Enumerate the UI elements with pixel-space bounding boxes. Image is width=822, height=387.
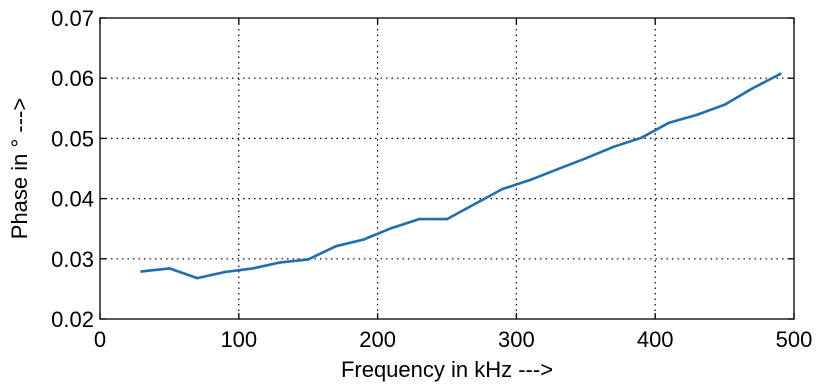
data-point xyxy=(334,244,338,248)
data-point xyxy=(417,217,421,221)
y-tick-label: 0.02 xyxy=(51,307,94,332)
y-tick-label: 0.05 xyxy=(51,126,94,151)
y-tick-labels: 0.02 0.03 0.04 0.05 0.06 0.07 xyxy=(51,6,94,332)
data-point xyxy=(584,156,588,160)
data-point xyxy=(306,258,310,261)
data-point xyxy=(279,261,282,264)
data-point xyxy=(640,136,643,140)
y-tick-label: 0.06 xyxy=(51,66,94,91)
data-point xyxy=(223,270,227,274)
y-tick-label: 0.03 xyxy=(51,247,94,272)
data-point xyxy=(390,226,393,230)
x-tick-label: 200 xyxy=(359,327,396,352)
y-tick-label: 0.07 xyxy=(51,6,94,31)
data-point xyxy=(612,145,615,149)
data-point xyxy=(140,270,143,273)
data-point xyxy=(251,267,254,270)
data-point xyxy=(445,217,449,221)
y-axis-label: Phase in ° ---> xyxy=(7,98,32,239)
y-tick-label: 0.04 xyxy=(51,187,94,212)
data-point xyxy=(528,178,532,182)
x-tick-label: 400 xyxy=(637,327,674,352)
data-point xyxy=(195,276,199,280)
data-point xyxy=(778,72,782,76)
data-point xyxy=(362,238,366,241)
data-point xyxy=(751,87,754,90)
x-tick-label: 300 xyxy=(498,327,535,352)
grid xyxy=(100,18,794,319)
data-point xyxy=(667,121,671,125)
data-point xyxy=(556,167,560,171)
x-tick-labels: 0 100 200 300 400 500 xyxy=(94,327,812,352)
data-point xyxy=(695,113,699,117)
data-point xyxy=(473,202,477,206)
plot-frame xyxy=(99,17,795,320)
data-point xyxy=(501,187,504,191)
series-group xyxy=(140,72,782,280)
x-tick-label: 500 xyxy=(776,327,813,352)
x-tick-label: 0 xyxy=(94,327,106,352)
x-axis-label: Frequency in kHz ---> xyxy=(341,357,553,382)
series-line xyxy=(140,72,782,280)
tick-marks xyxy=(99,17,795,320)
data-point xyxy=(723,103,726,106)
x-tick-label: 100 xyxy=(220,327,257,352)
data-point xyxy=(168,267,171,270)
